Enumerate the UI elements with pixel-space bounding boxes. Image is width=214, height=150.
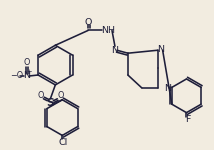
Text: O: O bbox=[57, 91, 64, 100]
Text: Cl: Cl bbox=[59, 138, 68, 147]
Text: O: O bbox=[85, 18, 92, 27]
Text: −O: −O bbox=[10, 72, 23, 81]
Text: N: N bbox=[164, 84, 171, 93]
Text: N: N bbox=[157, 45, 164, 54]
Text: N: N bbox=[23, 72, 30, 81]
Text: +: + bbox=[27, 69, 32, 75]
Text: N: N bbox=[111, 46, 118, 55]
Text: O: O bbox=[23, 58, 29, 67]
Text: S: S bbox=[46, 98, 54, 108]
Text: O: O bbox=[37, 91, 44, 100]
Text: F: F bbox=[185, 115, 190, 124]
Text: NH: NH bbox=[101, 26, 115, 35]
